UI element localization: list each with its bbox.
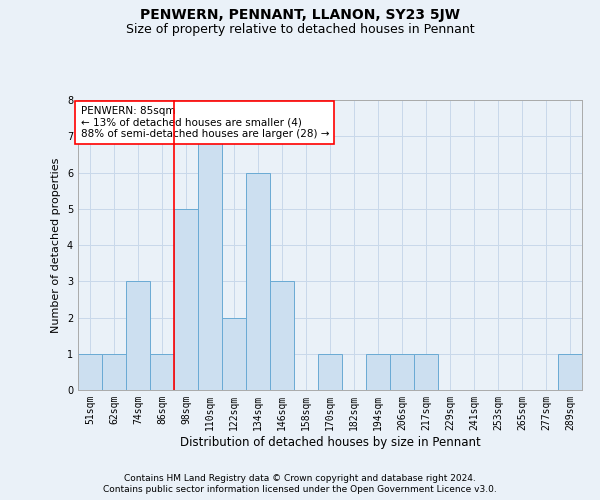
Text: PENWERN, PENNANT, LLANON, SY23 5JW: PENWERN, PENNANT, LLANON, SY23 5JW <box>140 8 460 22</box>
Y-axis label: Number of detached properties: Number of detached properties <box>52 158 61 332</box>
Bar <box>318 354 342 390</box>
Text: Size of property relative to detached houses in Pennant: Size of property relative to detached ho… <box>125 22 475 36</box>
Text: Contains public sector information licensed under the Open Government Licence v3: Contains public sector information licen… <box>103 485 497 494</box>
Bar <box>222 318 246 390</box>
Bar <box>150 354 174 390</box>
X-axis label: Distribution of detached houses by size in Pennant: Distribution of detached houses by size … <box>179 436 481 448</box>
Text: PENWERN: 85sqm
← 13% of detached houses are smaller (4)
88% of semi-detached hou: PENWERN: 85sqm ← 13% of detached houses … <box>80 106 329 139</box>
Bar <box>390 354 414 390</box>
Bar <box>174 209 198 390</box>
Bar <box>246 172 270 390</box>
Bar <box>270 281 294 390</box>
Bar <box>366 354 390 390</box>
Bar <box>102 354 126 390</box>
Bar <box>558 354 582 390</box>
Bar <box>78 354 102 390</box>
Bar <box>126 281 150 390</box>
Bar <box>198 136 222 390</box>
Bar <box>414 354 438 390</box>
Text: Contains HM Land Registry data © Crown copyright and database right 2024.: Contains HM Land Registry data © Crown c… <box>124 474 476 483</box>
